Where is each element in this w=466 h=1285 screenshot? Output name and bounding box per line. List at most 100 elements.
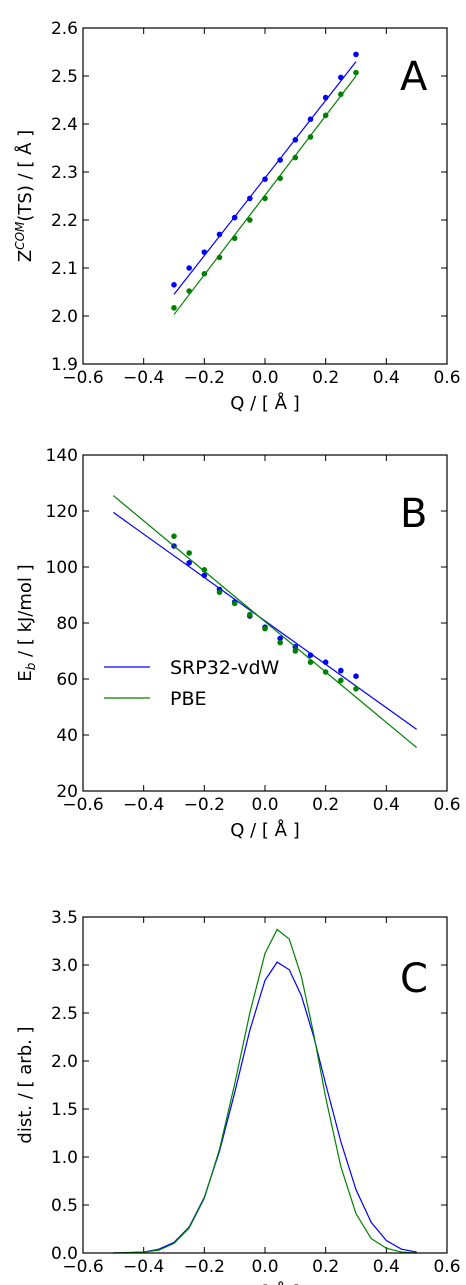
x-tick-label: −0.6 xyxy=(62,368,103,388)
panel-letter: A xyxy=(400,54,428,100)
data-point-blue xyxy=(322,659,329,665)
x-tick-label: −0.6 xyxy=(62,1257,103,1277)
y-tick-label: 100 xyxy=(46,558,78,578)
fit-line-green xyxy=(173,75,357,315)
y-axis-label: dist. / [ arb. ] xyxy=(15,1026,36,1143)
x-tick-label: −0.2 xyxy=(184,1257,225,1277)
data-point-blue xyxy=(338,667,344,674)
x-tick-label: −0.2 xyxy=(184,795,225,815)
y-axis-label-main: E xyxy=(15,670,36,681)
data-point-blue xyxy=(262,176,268,182)
data-point-green xyxy=(353,69,359,76)
data-point-blue xyxy=(201,249,208,255)
panel-letter: C xyxy=(400,956,428,1002)
data-point-blue xyxy=(231,214,238,221)
x-axis-label: Q / [ Å ] xyxy=(230,819,299,841)
x-tick-label: −0.4 xyxy=(123,368,164,388)
data-point-green xyxy=(262,625,268,632)
data-point-blue xyxy=(353,673,359,679)
data-point-green xyxy=(338,677,344,684)
y-tick-label: 2.1 xyxy=(51,259,78,279)
data-point-blue xyxy=(186,560,192,566)
y-tick-label: 60 xyxy=(56,670,78,690)
fit-line-green xyxy=(112,495,418,749)
legend-label: PBE xyxy=(170,688,207,710)
x-tick-label: 0.2 xyxy=(312,795,339,815)
data-point-green xyxy=(307,659,314,665)
y-tick-label: 2.3 xyxy=(51,163,78,183)
y-tick-label: 2.4 xyxy=(51,115,78,135)
x-axis-label: Q / [ Å ] xyxy=(230,1281,299,1285)
y-tick-label: 2.0 xyxy=(51,1052,78,1072)
x-tick-label: −0.4 xyxy=(123,1257,164,1277)
y-tick-label: 140 xyxy=(46,446,78,466)
data-point-blue xyxy=(186,265,192,271)
data-point-green xyxy=(307,134,314,140)
data-point-blue xyxy=(307,652,314,658)
x-tick-label: −0.2 xyxy=(184,368,225,388)
x-tick-label: 0.2 xyxy=(312,368,339,388)
y-axis-label-rest: (TS) / [ Å ] xyxy=(14,130,36,222)
data-point-green xyxy=(201,567,208,573)
y-axis-label-sup: COM xyxy=(13,221,27,250)
x-tick-label: 0.0 xyxy=(251,795,278,815)
data-point-blue xyxy=(307,116,314,122)
x-axis-label: Q / [ Å ] xyxy=(230,392,299,414)
plot-frame xyxy=(82,916,448,1254)
data-point-green xyxy=(216,589,223,595)
y-tick-label: 1.0 xyxy=(51,1148,78,1168)
legend-label: SRP32-vdW xyxy=(170,657,280,679)
y-tick-label: 0.0 xyxy=(51,1244,78,1264)
y-tick-label: 120 xyxy=(46,502,78,522)
data-point-green xyxy=(322,669,329,675)
data-point-blue xyxy=(247,195,253,202)
data-point-green xyxy=(277,175,283,182)
data-point-blue xyxy=(216,231,223,238)
data-point-green xyxy=(171,533,177,539)
data-point-green xyxy=(292,154,299,161)
y-tick-label: 3.5 xyxy=(51,908,78,928)
panel-b: −0.6 −0.4 −0.2 0.0 0.2 0.4 0.6 20 40 60 80 100 120 14… xyxy=(15,446,461,841)
x-tick-label: −0.6 xyxy=(62,795,103,815)
series-line-blue xyxy=(113,961,417,1254)
y-tick-label: 2.2 xyxy=(51,211,78,231)
data-point-green xyxy=(262,195,268,202)
data-point-green xyxy=(247,217,253,223)
data-point-green xyxy=(292,648,299,654)
data-point-green xyxy=(322,112,329,119)
y-axis-label: Eb / [ kJ/mol ] xyxy=(15,564,38,681)
x-tick-label: −0.4 xyxy=(123,795,164,815)
y-tick-label: 40 xyxy=(56,726,78,746)
plot-frame xyxy=(82,454,448,792)
panel-c: −0.6 −0.4 −0.2 0.0 0.2 0.4 0.6 0.0 0.5 1.0 1.5 2.0 2… xyxy=(15,908,461,1285)
x-tick-label: 0.6 xyxy=(433,368,460,388)
y-tick-label: 2.5 xyxy=(51,67,78,87)
data-point-green xyxy=(201,270,208,277)
y-tick-label: 2.5 xyxy=(51,1004,78,1024)
panel-letter: B xyxy=(400,491,427,537)
y-tick-label: 3.0 xyxy=(51,956,78,976)
y-axis-label: ZCOM(TS) / [ Å ] xyxy=(13,130,36,262)
data-point-green xyxy=(231,600,238,607)
x-tick-label: 0.2 xyxy=(312,1257,339,1277)
y-tick-label: 1.9 xyxy=(51,355,78,375)
panel-a: −0.6 −0.4 −0.2 0.0 0.2 0.4 0.6 1.9 2.0 2.1 2.2 2.3 2… xyxy=(13,19,461,414)
data-point-green xyxy=(277,639,283,646)
plot-frame xyxy=(82,27,448,365)
data-point-green xyxy=(338,91,344,98)
data-point-blue xyxy=(201,572,208,579)
data-point-blue xyxy=(353,51,359,58)
x-tick-label: 0.0 xyxy=(251,368,278,388)
series-line-green xyxy=(113,928,417,1254)
y-tick-label: 1.5 xyxy=(51,1100,78,1120)
data-point-blue xyxy=(292,137,299,143)
data-point-green xyxy=(171,305,177,311)
x-tick-label: 0.6 xyxy=(433,1257,460,1277)
y-axis-label-rest: / [ kJ/mol ] xyxy=(15,564,36,662)
data-point-green xyxy=(231,235,238,242)
y-tick-label: 20 xyxy=(56,782,78,802)
data-point-blue xyxy=(338,74,344,81)
y-axis-label-sub: b xyxy=(24,662,38,670)
data-point-blue xyxy=(277,157,283,163)
